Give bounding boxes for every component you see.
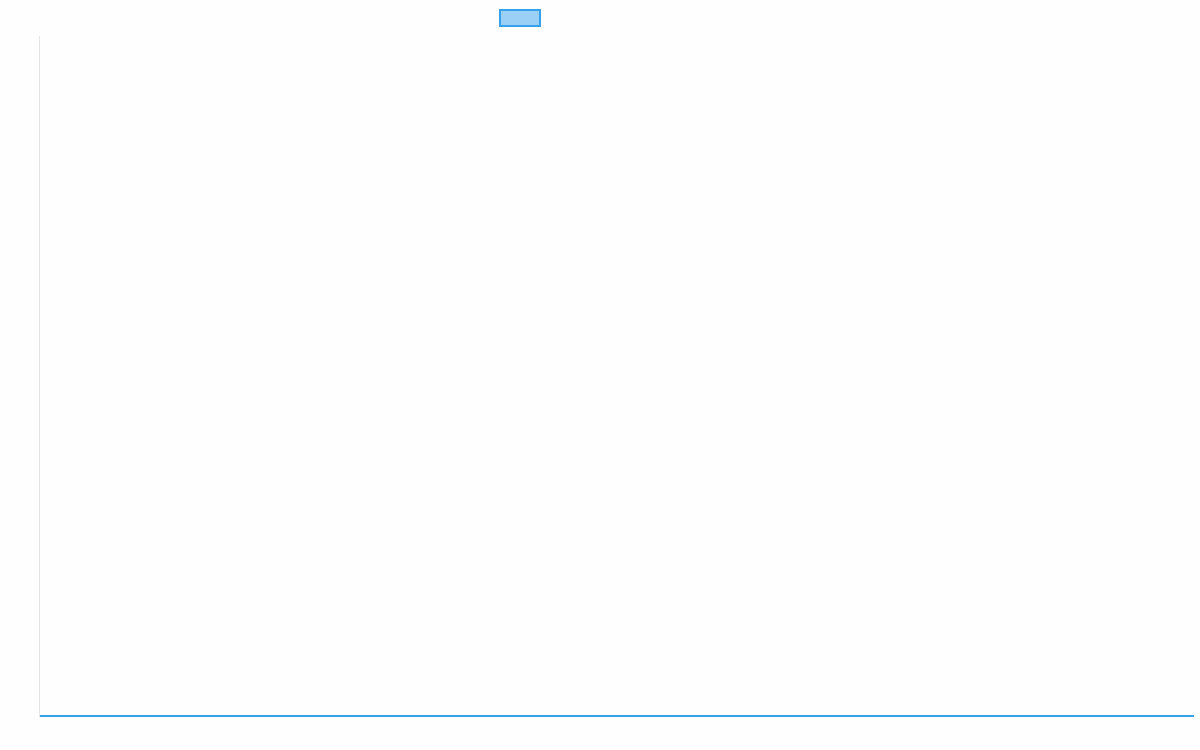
legend-swatch[interactable] xyxy=(499,9,541,27)
legend xyxy=(499,9,541,27)
